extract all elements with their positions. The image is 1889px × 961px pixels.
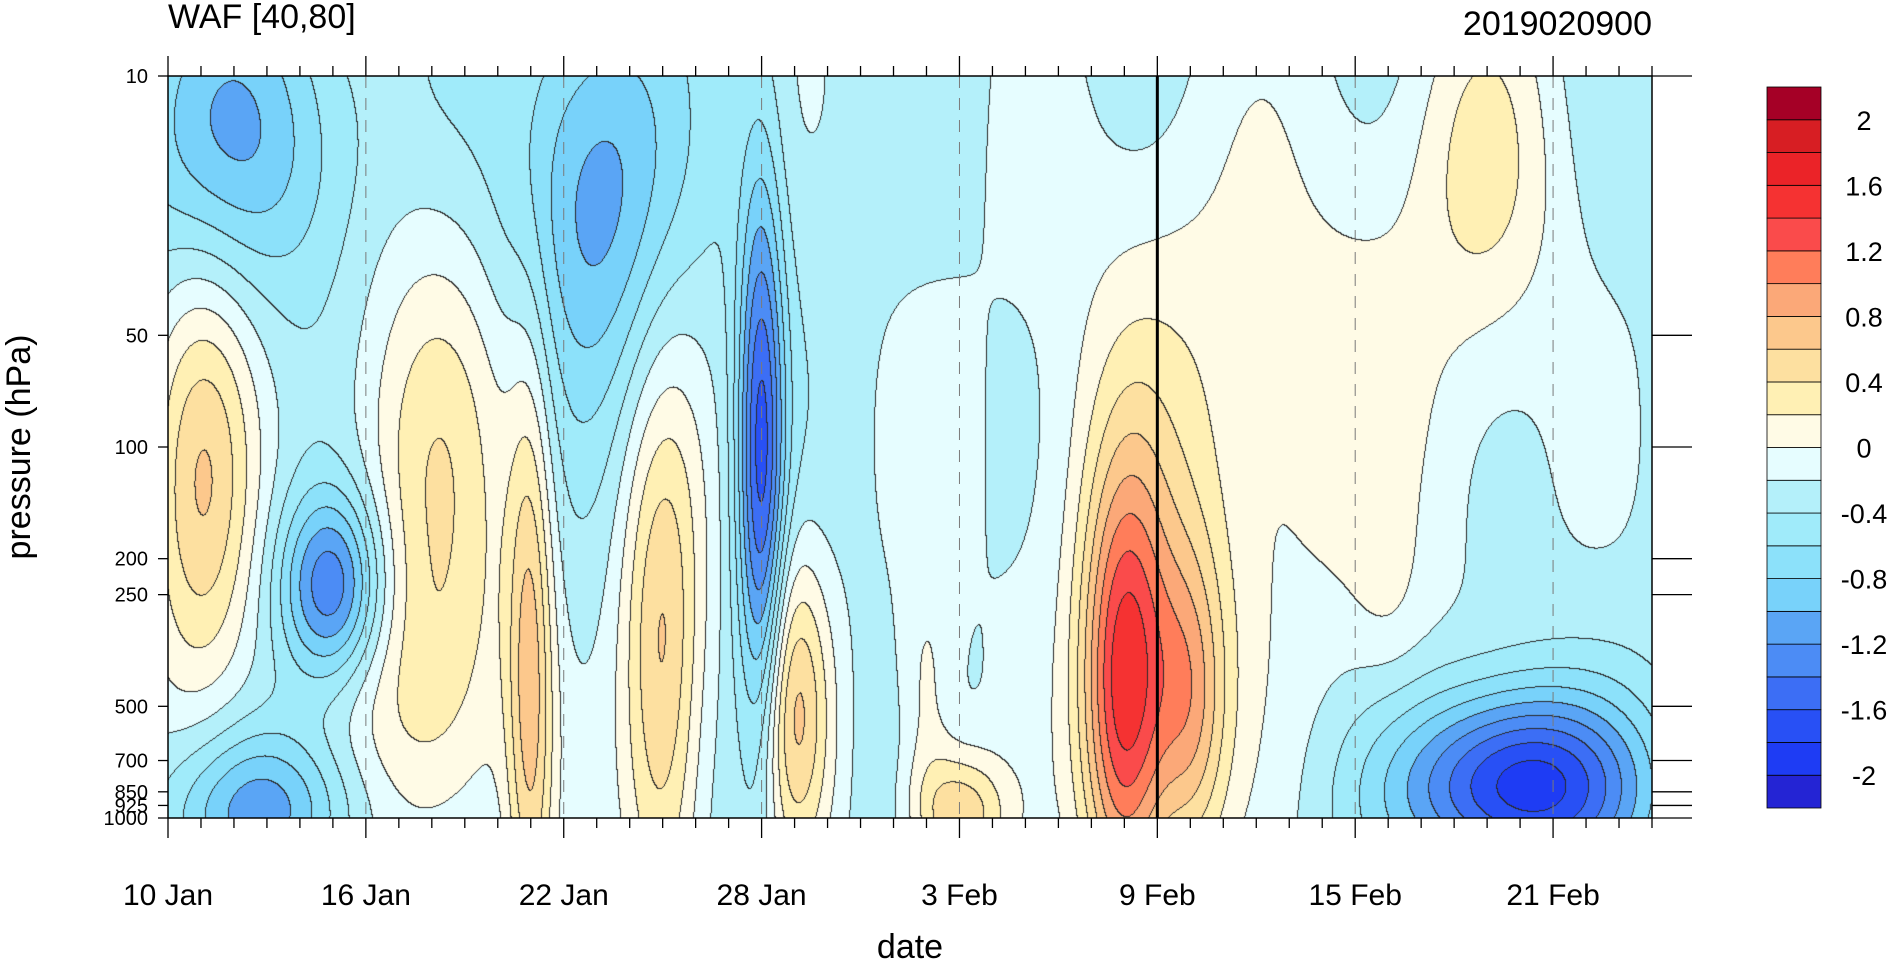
colorbar-swatch [1766, 447, 1822, 481]
colorbar-label: 1.6 [1845, 171, 1883, 201]
colorbar-swatch [1766, 119, 1822, 153]
colorbar-label: 0.8 [1845, 302, 1883, 332]
colorbar-label: 0.4 [1845, 368, 1883, 398]
colorbar-swatch [1766, 578, 1822, 612]
chart-title: WAF [40,80] [168, 0, 356, 36]
chart-subtitle: 2019020900 [1463, 5, 1652, 43]
colorbar-label: -1.2 [1841, 630, 1888, 660]
colorbar-swatch [1766, 545, 1822, 579]
colorbar: 2 1.6 1.2 0.8 0.4 0 -0.4 -0.8 -1.2 -1.6 -2 [1766, 86, 1888, 809]
colorbar-swatch [1766, 381, 1822, 416]
x-tick-label: 9 Feb [1119, 879, 1196, 912]
colorbar-swatch [1766, 774, 1822, 809]
colorbar-swatch [1766, 742, 1822, 776]
colorbar-label: 1.2 [1845, 237, 1883, 267]
x-axis: 10 Jan 16 Jan 22 Jan 28 Jan 3 Feb 9 Feb 15 Feb… [123, 56, 1653, 912]
x-tick-label: 22 Jan [519, 879, 609, 912]
colorbar-swatch [1766, 152, 1822, 186]
colorbar-swatch [1766, 217, 1822, 252]
x-axis-label: date [877, 928, 943, 961]
y-tick-label: 850 [115, 782, 148, 804]
colorbar-swatch [1766, 348, 1822, 383]
colorbar-label: 2 [1856, 106, 1871, 136]
y-axis-label: pressure (hPa) [0, 335, 38, 560]
plot-area [168, 76, 1652, 818]
x-tick-label: 28 Jan [717, 879, 807, 912]
colorbar-swatch [1766, 479, 1822, 514]
colorbar-swatch [1766, 676, 1822, 711]
y-tick-label: 50 [126, 325, 148, 347]
colorbar-swatch [1766, 643, 1822, 678]
y-tick-label: 925 [115, 795, 148, 817]
x-tick-label: 21 Feb [1506, 879, 1599, 912]
y-tick-label: 500 [115, 696, 148, 718]
x-tick-label: 3 Feb [921, 879, 998, 912]
y-tick-label: 250 [115, 585, 148, 607]
colorbar-swatch [1766, 610, 1822, 645]
colorbar-label: -1.6 [1841, 696, 1888, 726]
x-tick-label: 15 Feb [1308, 879, 1401, 912]
colorbar-label: 0 [1856, 434, 1871, 464]
colorbar-swatch [1766, 250, 1822, 285]
y-tick-label: 700 [115, 751, 148, 773]
y-tick-label: 100 [115, 437, 148, 459]
colorbar-label: -0.4 [1841, 499, 1888, 529]
y-tick-label: 200 [115, 549, 148, 571]
colorbar-swatch [1766, 709, 1822, 743]
colorbar-swatch [1766, 184, 1822, 219]
x-tick-label: 16 Jan [321, 879, 411, 912]
colorbar-swatch [1766, 86, 1822, 121]
colorbar-swatch [1766, 414, 1822, 448]
colorbar-swatch [1766, 512, 1822, 547]
colorbar-swatch [1766, 283, 1822, 317]
colorbar-swatch [1766, 316, 1822, 350]
colorbar-label: -2 [1852, 761, 1876, 791]
colorbar-label: -0.8 [1841, 565, 1888, 595]
waf-field [168, 76, 1652, 818]
y-tick-label: 1000 [104, 808, 149, 830]
y-tick-label: 10 [126, 66, 148, 88]
x-tick-label: 10 Jan [123, 879, 213, 912]
